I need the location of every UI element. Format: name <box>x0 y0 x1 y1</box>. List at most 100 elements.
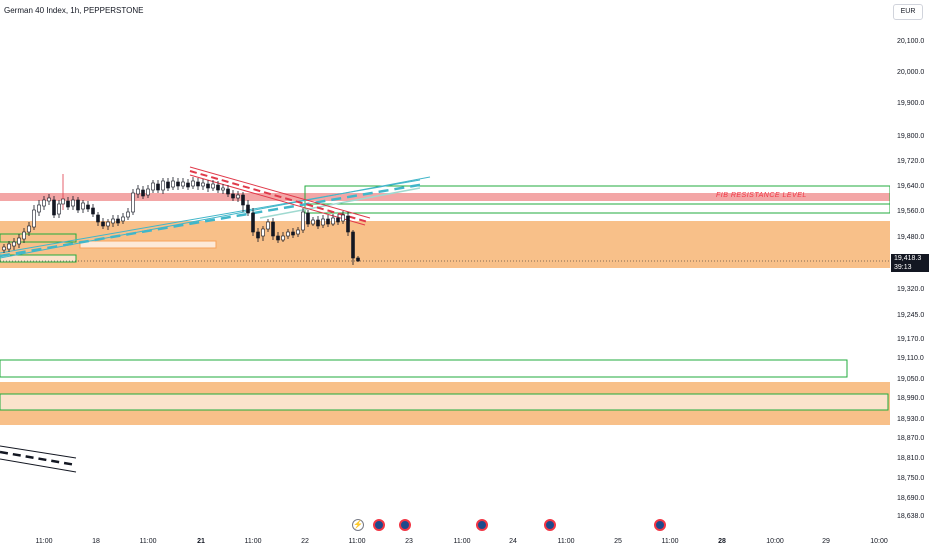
candle-body <box>7 243 11 250</box>
price-axis-label: 19,560.0 <box>897 208 925 215</box>
candle-body <box>256 231 260 239</box>
trendline-dashed[interactable] <box>0 182 426 258</box>
symbol-title: German 40 Index, 1h, PEPPERSTONE <box>4 6 144 15</box>
time-axis-label: 18 <box>92 538 100 545</box>
candle-body <box>191 180 195 187</box>
price-axis-label: 19,720.0 <box>897 158 925 165</box>
candle-body <box>196 181 200 187</box>
candle-body <box>161 180 165 191</box>
candle-body <box>101 221 105 227</box>
candle-body <box>206 183 210 189</box>
price-axis-label: 20,100.0 <box>897 38 925 45</box>
price-chart[interactable] <box>0 0 890 530</box>
candle-body <box>326 218 330 225</box>
price-axis-label: 18,810.0 <box>897 455 925 462</box>
current-price-value: 19,418.3 <box>894 255 922 262</box>
candle-body <box>181 181 185 187</box>
candle-body <box>106 221 110 227</box>
currency-button[interactable]: EUR <box>893 4 923 20</box>
candle-body <box>66 200 70 208</box>
price-axis-label: 19,480.0 <box>897 234 925 241</box>
candle-body <box>71 199 75 207</box>
time-axis-label: 28 <box>718 538 726 545</box>
downtrend-line-1[interactable] <box>0 445 77 459</box>
candle-body <box>246 204 250 214</box>
price-axis-label: 19,640.0 <box>897 183 925 190</box>
time-axis-label: 10:00 <box>766 538 784 545</box>
candle-body <box>91 207 95 215</box>
candle-body <box>316 219 320 227</box>
candle-body <box>2 246 6 251</box>
price-axis-label: 18,990.0 <box>897 395 925 402</box>
candle-body <box>336 217 340 223</box>
price-axis-label: 20,000.0 <box>897 69 925 76</box>
candle-body <box>86 204 90 210</box>
time-axis-label: 11:00 <box>348 538 366 545</box>
time-axis-label: 11:00 <box>35 538 53 545</box>
economic-event-flag-icon[interactable] <box>544 519 556 531</box>
time-axis-label: 21 <box>197 538 205 545</box>
chart-area[interactable]: FIB RESISTANCE LEVEL <box>0 0 890 530</box>
economic-event-flag-icon[interactable] <box>399 519 411 531</box>
support-box-mid[interactable] <box>0 359 848 378</box>
candle-body <box>236 194 240 199</box>
fib-resistance-band[interactable] <box>0 193 890 201</box>
price-axis-label: 18,930.0 <box>897 416 925 423</box>
candle-body <box>226 188 230 195</box>
time-axis-label: 24 <box>509 538 517 545</box>
candle-body <box>311 219 315 225</box>
price-axis-label: 19,245.0 <box>897 312 925 319</box>
downtrend-line-3[interactable] <box>0 458 77 473</box>
resistance-line-3[interactable] <box>189 174 366 226</box>
resistance-line-2[interactable] <box>189 170 369 223</box>
candle-body <box>356 257 360 262</box>
candle-body <box>131 192 135 213</box>
small-box-left-2[interactable] <box>0 254 77 263</box>
candle-body <box>81 202 85 210</box>
candle-body <box>166 181 170 189</box>
economic-event-flag-icon[interactable] <box>373 519 385 531</box>
time-axis-label: 11:00 <box>453 538 471 545</box>
candle-body <box>37 204 41 213</box>
candle-body <box>47 197 51 202</box>
price-axis-label: 18,690.0 <box>897 495 925 502</box>
candle-body <box>286 231 290 237</box>
candle-body <box>96 214 100 223</box>
candle-body <box>346 215 350 233</box>
candle-body <box>156 183 160 191</box>
small-box-left[interactable] <box>0 233 77 243</box>
fib-resistance-label: FIB RESISTANCE LEVEL <box>716 192 807 199</box>
time-axis[interactable] <box>0 530 890 550</box>
economic-event-flag-icon[interactable] <box>476 519 488 531</box>
candle-body <box>57 203 61 215</box>
small-box-white[interactable] <box>79 240 217 249</box>
price-axis-label: 19,900.0 <box>897 100 925 107</box>
candlestick-series[interactable] <box>2 174 360 265</box>
candle-body <box>176 181 180 187</box>
candle-body <box>341 214 345 222</box>
candle-body <box>296 229 300 235</box>
time-axis-label: 11:00 <box>139 538 157 545</box>
price-axis-label: 18,750.0 <box>897 475 925 482</box>
candle-body <box>141 189 145 197</box>
candle-body <box>211 183 215 189</box>
price-axis-label: 18,638.0 <box>897 513 925 520</box>
candle-body <box>306 212 310 225</box>
time-axis-label: 29 <box>822 538 830 545</box>
demand-inner-box[interactable] <box>0 393 889 411</box>
downtrend-line-2[interactable] <box>0 450 77 467</box>
economic-event-flag-icon[interactable] <box>654 519 666 531</box>
candle-body <box>251 212 255 233</box>
candle-body <box>186 182 190 188</box>
candle-body <box>42 199 46 207</box>
resistance-line-1[interactable] <box>189 166 371 219</box>
price-axis-label: 18,870.0 <box>897 435 925 442</box>
trendline-faint[interactable] <box>259 187 421 219</box>
candle-body <box>61 198 65 205</box>
candle-body <box>12 241 16 247</box>
current-price-label: 19,418.3 39:13 <box>891 254 929 272</box>
trendline-channel-upper[interactable] <box>0 179 421 254</box>
candle-body <box>261 228 265 237</box>
price-axis[interactable] <box>890 0 932 550</box>
economic-event-lightning-icon[interactable]: ⚡ <box>352 519 364 531</box>
